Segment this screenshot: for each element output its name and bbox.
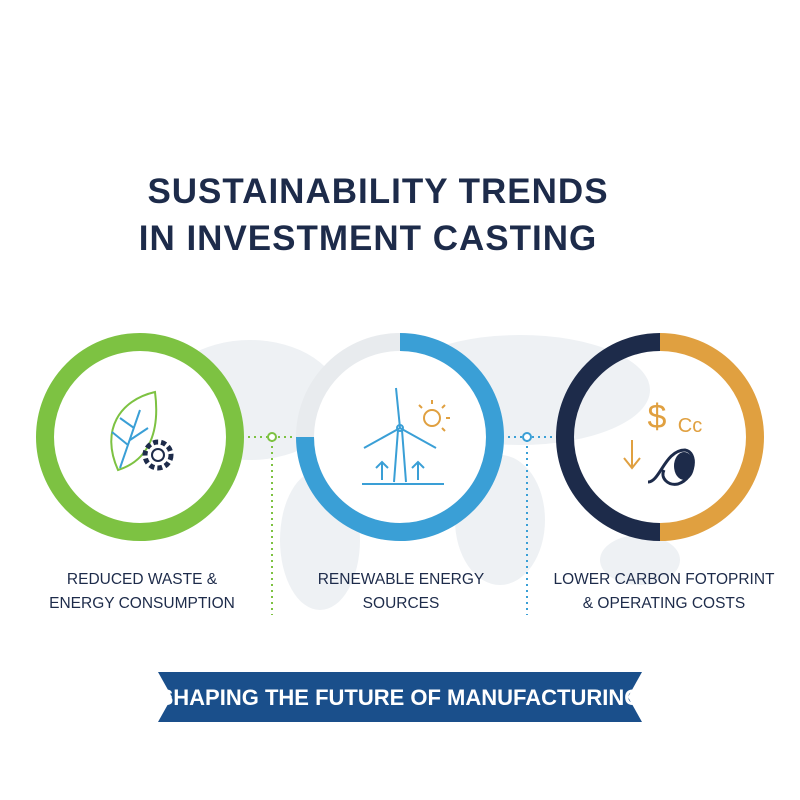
leaf-gear-icon <box>110 390 174 472</box>
banner-text: SHAPING THE FUTURE OF MANUFACTURING <box>159 685 642 710</box>
connector <box>236 436 305 615</box>
ring <box>659 333 764 541</box>
item-label: LOWER CARBON FOTOPRINT <box>553 571 775 588</box>
ring <box>556 333 661 541</box>
item-label: RENEWABLE ENERGY <box>318 571 485 588</box>
ring <box>36 333 244 541</box>
item-label: SOURCES <box>363 595 440 612</box>
item-label: REDUCED WASTE & <box>67 571 218 588</box>
connector-node <box>522 432 532 442</box>
ring <box>296 333 504 541</box>
connector <box>496 436 565 615</box>
title-line: SUSTAINABILITY TRENDS <box>147 172 608 211</box>
carbon-icon <box>623 440 695 486</box>
banner <box>158 672 642 722</box>
item-label: & OPERATING COSTS <box>583 595 746 612</box>
connector-node <box>267 432 277 442</box>
icon-text: Cc <box>678 415 702 437</box>
title-line: IN INVESTMENT CASTING <box>139 219 598 258</box>
wind-turbine-icon <box>362 387 450 485</box>
item-label: ENERGY CONSUMPTION <box>49 595 235 612</box>
icon-text: $ <box>648 398 667 436</box>
